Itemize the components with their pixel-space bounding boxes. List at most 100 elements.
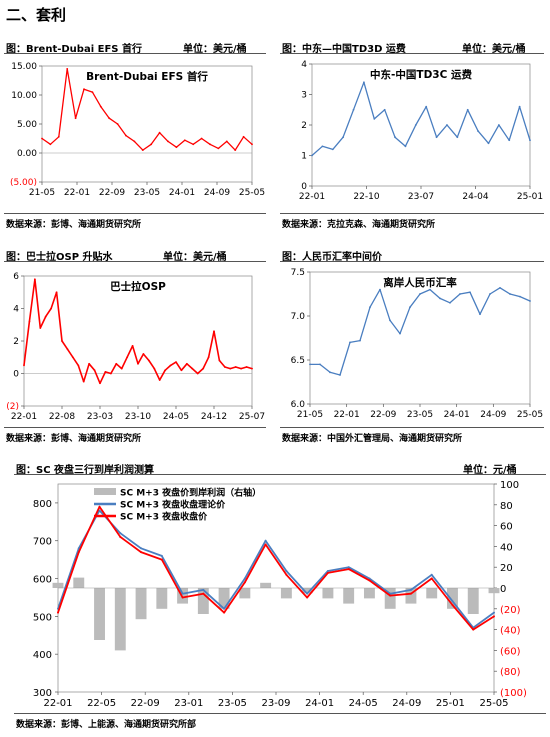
data-point xyxy=(285,573,288,576)
panel-1-header-rule xyxy=(4,53,266,54)
right-y-tick-label: 0 xyxy=(500,584,506,595)
profit-bar xyxy=(280,588,292,599)
data-point xyxy=(185,362,188,365)
panel-4-footer-rule xyxy=(280,427,544,428)
data-point xyxy=(449,301,451,304)
data-point xyxy=(160,558,163,561)
y-tick-label: (5.00) xyxy=(10,178,37,188)
data-point xyxy=(77,547,80,550)
legend-swatch xyxy=(94,488,116,495)
data-point xyxy=(342,136,345,139)
data-point xyxy=(160,554,163,557)
data-point xyxy=(429,288,431,291)
data-point xyxy=(234,149,237,151)
data-point xyxy=(242,135,245,138)
data-point xyxy=(66,348,69,351)
data-point xyxy=(472,628,475,631)
data-point xyxy=(493,615,495,618)
series-line xyxy=(23,278,253,385)
legend-label: SC M+3 夜盘收盘理论价 xyxy=(120,499,226,511)
profit-bar xyxy=(384,588,396,609)
data-point xyxy=(28,320,31,323)
data-point xyxy=(99,105,102,108)
x-tick-label: 22-05 xyxy=(87,698,116,709)
x-tick-label: 24-01 xyxy=(444,410,470,420)
data-point xyxy=(347,568,350,571)
profit-bar xyxy=(94,588,105,640)
data-point xyxy=(459,293,461,295)
series-line xyxy=(57,505,495,631)
data-point xyxy=(409,588,412,591)
x-tick-label: 22-09 xyxy=(131,698,160,709)
panel-2-unit: 单位：美元/桶 xyxy=(462,44,526,55)
data-point xyxy=(98,505,101,508)
right-y-tick-label: 100 xyxy=(500,480,519,491)
series-line xyxy=(311,81,531,156)
y-tick-label: 15.00 xyxy=(11,62,37,72)
data-point xyxy=(225,140,228,143)
x-tick-label: 23-05 xyxy=(134,188,160,198)
profit-bar xyxy=(363,588,375,599)
y-tick-label: 6 xyxy=(13,272,19,282)
data-point xyxy=(389,594,392,597)
data-point xyxy=(369,306,371,309)
data-point xyxy=(243,581,246,584)
panel-3-footer-rule xyxy=(4,427,266,428)
data-point xyxy=(131,344,134,347)
data-point xyxy=(213,330,215,333)
data-point xyxy=(137,362,139,365)
data-point xyxy=(108,117,111,120)
data-point xyxy=(435,136,438,139)
data-point xyxy=(183,139,186,142)
data-point xyxy=(82,380,85,383)
data-point xyxy=(55,291,58,294)
data-point xyxy=(104,370,107,373)
data-point xyxy=(175,146,178,149)
data-point xyxy=(196,372,199,375)
chart-title: 中东-中国TD3C 运费 xyxy=(370,68,472,81)
x-tick-label: 21-05 xyxy=(297,410,323,420)
data-point xyxy=(167,140,169,143)
data-point xyxy=(39,327,42,329)
data-point xyxy=(150,143,153,146)
y-tick-label: 5.00 xyxy=(17,120,37,130)
data-point xyxy=(245,366,248,368)
data-point xyxy=(409,306,411,309)
data-point xyxy=(126,356,129,359)
data-point xyxy=(120,367,123,370)
data-point xyxy=(217,147,220,150)
x-tick-label: 22-09 xyxy=(99,188,125,198)
data-point xyxy=(349,341,351,344)
y-tick-label: 1 xyxy=(301,152,307,162)
data-point xyxy=(181,596,184,599)
data-point xyxy=(44,315,47,318)
plot-frame xyxy=(23,275,253,407)
data-point xyxy=(264,543,267,546)
x-tick-label: 21-05 xyxy=(29,188,55,198)
series-line xyxy=(310,287,531,376)
data-point xyxy=(133,140,136,143)
right-y-tick-label: 40 xyxy=(500,542,513,553)
right-y-tick-label: (80) xyxy=(500,667,521,678)
data-point xyxy=(77,364,80,367)
data-point xyxy=(119,535,122,538)
data-point xyxy=(49,143,52,146)
data-point xyxy=(331,148,334,151)
x-tick-label: 22-08 xyxy=(49,412,75,422)
data-point xyxy=(33,278,36,281)
data-point xyxy=(125,134,127,137)
right-y-tick-label: 80 xyxy=(500,501,513,512)
data-point xyxy=(116,123,119,125)
y-tick-label: 2 xyxy=(301,121,307,131)
x-tick-label: 22-01 xyxy=(334,410,360,420)
profit-bar xyxy=(156,588,168,609)
x-tick-label: 24-01 xyxy=(305,698,334,709)
right-y-tick-label: (20) xyxy=(500,605,521,616)
data-point xyxy=(379,288,381,291)
x-tick-label: 23-05 xyxy=(218,698,247,709)
data-point xyxy=(91,91,94,93)
data-point xyxy=(240,367,243,370)
data-point xyxy=(77,551,80,554)
y-tick-label: 2 xyxy=(13,337,19,347)
panel-5-header-rule xyxy=(14,474,546,475)
